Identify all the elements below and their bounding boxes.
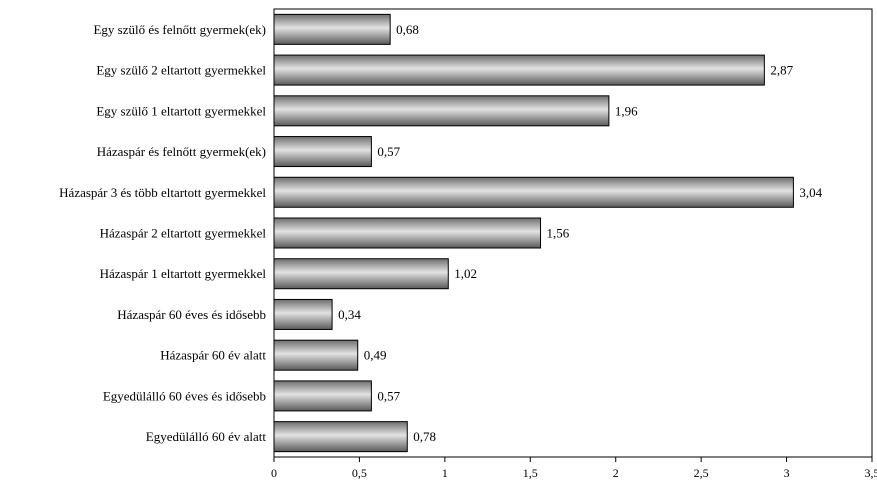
category-label: Házaspár 2 eltartott gyermekkel bbox=[100, 226, 267, 241]
bar bbox=[273, 339, 359, 371]
data-label: 1,56 bbox=[547, 226, 570, 241]
bar bbox=[273, 258, 449, 290]
data-label: 0,78 bbox=[413, 429, 436, 444]
data-label: 1,02 bbox=[454, 266, 477, 281]
data-label: 1,96 bbox=[615, 103, 638, 118]
x-tick-label: 1,5 bbox=[523, 466, 538, 480]
bar bbox=[273, 136, 372, 168]
bar bbox=[273, 13, 391, 45]
category-label: Házaspár és felnőtt gyermek(ek) bbox=[97, 144, 266, 159]
data-label: 0,68 bbox=[396, 22, 419, 37]
x-tick-label: 3,5 bbox=[865, 466, 877, 480]
data-label: 0,49 bbox=[364, 348, 387, 363]
category-label: Házaspár 60 év alatt bbox=[160, 348, 266, 363]
x-tick-label: 0,5 bbox=[352, 466, 367, 480]
data-label: 0,34 bbox=[338, 307, 361, 322]
category-label: Egyedülálló 60 év alatt bbox=[146, 429, 267, 444]
data-label: 2,87 bbox=[770, 63, 793, 78]
category-label: Egy szülő 1 eltartott gyermekkel bbox=[96, 103, 266, 118]
x-axis: 0 0,5 1 1,5 2 2,5 3 3,5 bbox=[271, 457, 877, 480]
bar bbox=[273, 95, 610, 127]
data-label: 0,57 bbox=[377, 144, 400, 159]
value-labels-group: 0,68 2,87 1,96 0,57 3,04 1,56 1,02 0,34 0,49 0,57… bbox=[338, 22, 823, 444]
category-label: Egy szülő 2 eltartott gyermekkel bbox=[96, 63, 266, 78]
data-label: 0,57 bbox=[377, 388, 400, 403]
category-label: Házaspár 60 éves és idősebb bbox=[117, 307, 266, 322]
bar bbox=[273, 421, 408, 453]
bar bbox=[273, 217, 542, 249]
x-tick-label: 0 bbox=[271, 466, 277, 480]
category-label: Házaspár 3 és több eltartott gyermekkel bbox=[59, 185, 266, 200]
x-tick-label: 3 bbox=[784, 466, 790, 480]
category-label: Házaspár 1 eltartott gyermekkel bbox=[100, 266, 267, 281]
bar bbox=[273, 176, 794, 208]
category-label: Egyedülálló 60 éves és idősebb bbox=[103, 388, 266, 403]
bar bbox=[273, 380, 372, 412]
x-tick-label: 2,5 bbox=[694, 466, 709, 480]
category-label: Egy szülő és felnőtt gyermek(ek) bbox=[93, 22, 266, 37]
x-tick-label: 2 bbox=[613, 466, 619, 480]
data-label: 3,04 bbox=[799, 185, 822, 200]
bar bbox=[273, 298, 333, 330]
bars-group bbox=[273, 13, 794, 453]
x-tick-label: 1 bbox=[442, 466, 448, 480]
bar bbox=[273, 54, 765, 86]
category-labels-group: Egy szülő és felnőtt gyermek(ek) Egy szül… bbox=[59, 22, 266, 444]
